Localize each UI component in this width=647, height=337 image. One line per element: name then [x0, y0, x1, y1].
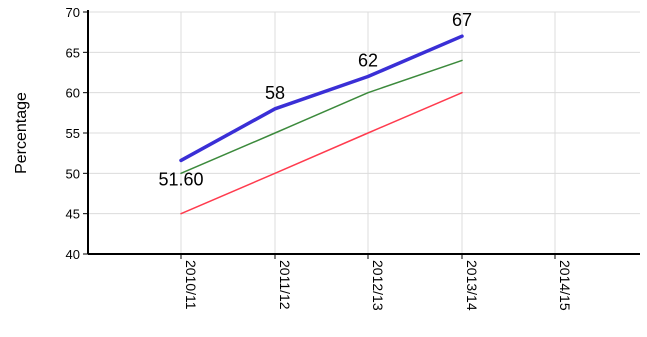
gridlines: [88, 11, 640, 254]
series-lines: [179, 34, 464, 215]
data-label: 51.60: [158, 169, 203, 189]
y-tick-label: 60: [66, 86, 80, 101]
y-tick-label: 40: [66, 247, 80, 262]
y-tick-label: 50: [66, 166, 80, 181]
series-line-3: [180, 91, 463, 215]
data-label: 62: [358, 51, 378, 71]
x-tick-label: 2011/12: [277, 260, 293, 310]
data-labels: 51.60 58 62 67: [158, 10, 472, 189]
x-tick-label: 2012/13: [370, 260, 386, 311]
series-line-2: [180, 59, 463, 175]
y-tick-label: 65: [66, 45, 80, 60]
y-tick-label: 45: [66, 207, 80, 222]
axes: 40 45 50 55 60 65 70 2010/11 2011/12 2012/13 2013/…: [66, 5, 640, 311]
x-tick-label: 2014/15: [557, 260, 573, 311]
y-tick-label: 55: [66, 126, 80, 141]
data-label: 67: [452, 10, 472, 30]
series-line-1: [179, 34, 464, 163]
x-tick-label: 2013/14: [464, 260, 480, 311]
y-axis-label: Percentage: [13, 92, 30, 174]
y-tick-label: 70: [66, 5, 80, 20]
x-tick-label: 2010/11: [183, 260, 199, 310]
data-label: 58: [265, 83, 285, 103]
